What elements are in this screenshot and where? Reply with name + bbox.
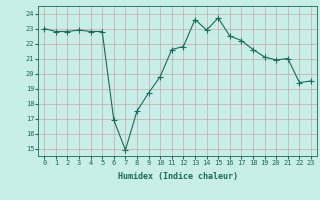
- X-axis label: Humidex (Indice chaleur): Humidex (Indice chaleur): [118, 172, 238, 181]
